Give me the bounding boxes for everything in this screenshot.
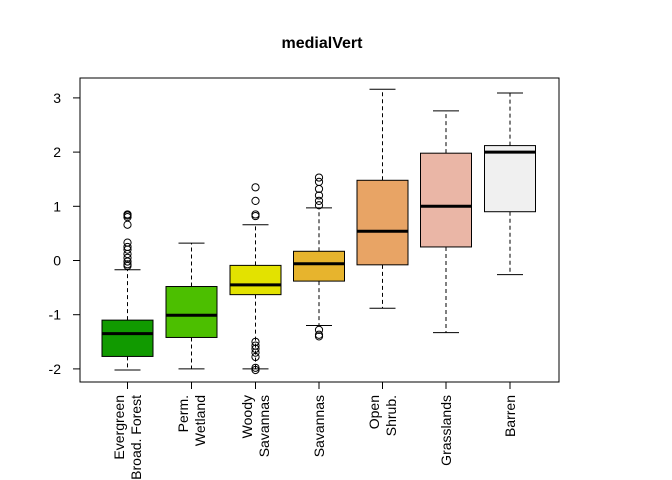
outlier-point [314, 184, 324, 194]
box-rect [229, 264, 282, 296]
x-tick-label-line: Broad. Forest [128, 395, 144, 480]
outlier-point [251, 348, 260, 357]
x-tick-label-line: Perm. [175, 395, 191, 432]
box-rect [484, 145, 536, 213]
outlier-point [314, 325, 324, 334]
y-axis: -2 -1 0 1 2 3 [49, 90, 81, 377]
x-tick-label: Open Shrub. [366, 395, 399, 436]
x-tick-label-line: Savannas [311, 395, 327, 457]
x-tick-label-line: Woody [239, 395, 255, 438]
box-rect [101, 319, 154, 357]
x-tick-label-line: Savannas [256, 395, 272, 457]
outlier-point [123, 245, 132, 254]
x-tick-label: Savannas [311, 395, 327, 457]
outlier-point [314, 330, 324, 339]
outlier-point [251, 183, 260, 192]
x-tick-label: Perm. Wetland [175, 395, 208, 446]
box-2 [165, 242, 218, 370]
outlier-point [123, 261, 132, 271]
y-tick-label: -1 [49, 307, 62, 323]
y-tick-label: 3 [53, 90, 61, 106]
outlier-point [251, 352, 260, 362]
x-tick-label: Evergreen Broad. Forest [111, 395, 144, 480]
x-tick-label-line: Wetland [192, 395, 208, 446]
y-tick-label: 0 [53, 253, 61, 269]
outlier-point [314, 173, 324, 182]
x-tick-label-line: Open [366, 395, 382, 429]
x-tick-label: Barren [502, 395, 518, 437]
box-rect [293, 250, 345, 282]
box-rect [356, 179, 409, 266]
outlier-point [123, 220, 132, 229]
outlier-point [251, 196, 260, 205]
x-axis: Evergreen Broad. Forest Perm. Wetland Woody S… [111, 381, 518, 480]
y-tick-label: -2 [49, 361, 62, 377]
outlier-point [314, 332, 324, 341]
box-4 [293, 173, 345, 341]
outlier-point [123, 257, 132, 266]
box-rect [420, 152, 472, 248]
outlier-point [251, 344, 260, 353]
x-tick-label-line: Shrub. [383, 395, 399, 436]
outlier-point [251, 211, 260, 221]
x-tick-label-line: Grasslands [438, 395, 454, 466]
boxes-group [101, 88, 536, 375]
x-tick-label-line: Evergreen [111, 395, 127, 460]
outlier-point [314, 177, 324, 187]
y-tick-label: 1 [53, 198, 61, 214]
outlier-point [314, 191, 324, 200]
y-tick-label: 2 [53, 144, 61, 160]
x-tick-label: Woody Savannas [239, 395, 272, 457]
outlier-point [251, 210, 260, 219]
outlier-point [251, 365, 260, 375]
outlier-point [314, 196, 324, 205]
box-3 [229, 183, 282, 375]
box-1 [101, 210, 154, 371]
x-tick-label: Grasslands [438, 395, 454, 466]
x-tick-label-line: Barren [502, 395, 518, 437]
box-5 [356, 88, 409, 309]
box-6 [420, 110, 472, 334]
outlier-point [314, 201, 324, 210]
box-7 [484, 92, 536, 276]
box-rect [165, 286, 218, 338]
outlier-point [251, 363, 260, 372]
outlier-point [123, 253, 132, 262]
chart-title: medialVert [282, 35, 364, 52]
